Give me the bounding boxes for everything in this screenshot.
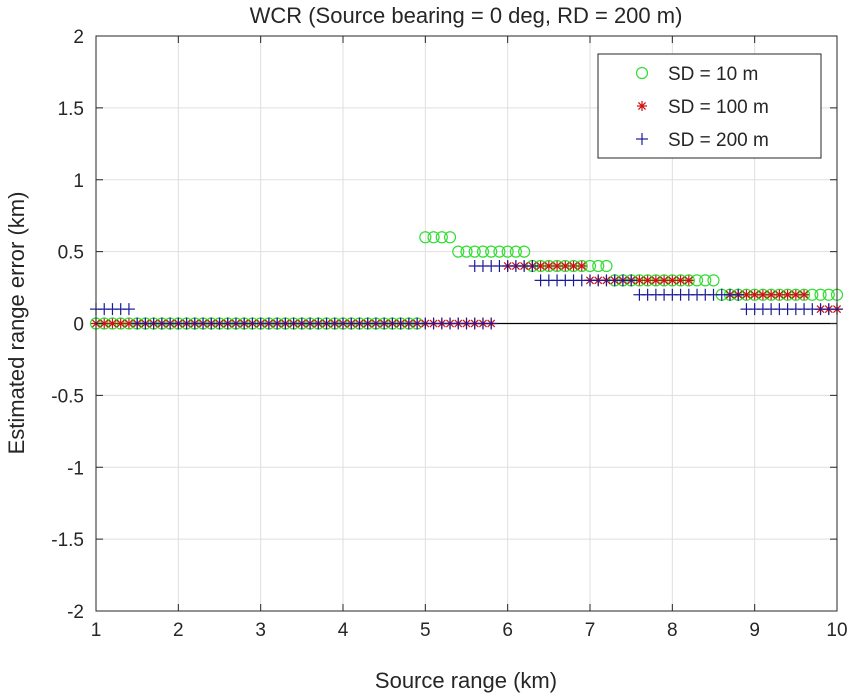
data-point [675, 275, 686, 286]
data-point [683, 275, 694, 286]
data-point [576, 261, 587, 271]
data-point [122, 303, 135, 316]
data-point [707, 274, 720, 287]
y-tick-label: -2 [67, 602, 84, 623]
data-point [485, 317, 498, 330]
y-tick-label: 0.5 [58, 243, 84, 264]
x-tick-labels: 1 2 3 4 5 6 7 8 9 10 [91, 620, 848, 641]
data-point [625, 274, 638, 287]
data-point [501, 245, 514, 258]
x-tick-label: 2 [173, 620, 184, 641]
y-tick-label: 1 [73, 171, 84, 192]
x-tick-label: 10 [826, 620, 847, 641]
data-point [485, 245, 498, 258]
x-axis-title: Source range (km) [375, 668, 557, 693]
series-3 [90, 260, 843, 330]
legend: SD = 10 m SD = 100 m SD = 200 m [597, 53, 822, 159]
data-point [443, 231, 457, 244]
x-tick-label: 1 [91, 620, 102, 641]
x-tick-label: 5 [420, 620, 431, 641]
data-point [435, 231, 448, 244]
x-tick-label: 7 [585, 620, 596, 641]
data-point [468, 245, 481, 258]
y-tick-label: 2 [73, 27, 84, 48]
data-point [419, 231, 432, 244]
data-point [560, 261, 571, 271]
x-tick-label: 9 [749, 620, 760, 641]
data-point [822, 288, 835, 301]
data-point [518, 245, 531, 258]
data-point [592, 259, 605, 273]
legend-label-2: SD = 100 m [668, 97, 769, 118]
data-point [526, 260, 539, 272]
y-tick-label: 0 [73, 315, 84, 336]
data-point [476, 245, 490, 258]
data-point [732, 288, 745, 301]
y-tick-labels: -2 -1.5 -1 -0.5 0 0.5 1 1.5 2 [51, 27, 84, 623]
data-point [452, 245, 465, 258]
data-point [699, 274, 712, 287]
x-tick-label: 3 [255, 620, 266, 641]
data-point [509, 245, 523, 258]
data-point [749, 289, 760, 300]
data-point [427, 231, 440, 244]
legend-label-1: SD = 10 m [668, 64, 758, 85]
data-point [790, 289, 801, 300]
data-point [460, 245, 473, 258]
axis-ticks [95, 35, 838, 612]
legend-label-3: SD = 200 m [668, 130, 769, 151]
y-tick-label: -1 [67, 458, 84, 479]
chart-title: WCR (Source bearing = 0 deg, RD = 200 m) [250, 3, 683, 28]
y-axis-title: Estimated range error (km) [4, 192, 29, 455]
data-point [782, 289, 793, 300]
y-tick-label: 1.5 [58, 99, 84, 120]
x-tick-label: 4 [338, 620, 349, 641]
data-point [493, 245, 506, 258]
legend-marker-1 [635, 66, 649, 80]
data-point [634, 275, 645, 286]
data-point [766, 289, 777, 300]
legend-box [597, 53, 822, 159]
data-point [814, 288, 827, 301]
y-tick-label: -1.5 [51, 530, 84, 551]
series-1 [89, 231, 844, 330]
x-tick-label: 6 [502, 620, 513, 641]
data-point [600, 259, 613, 273]
data-point [115, 318, 126, 329]
x-tick-label: 8 [667, 620, 678, 641]
data-point [799, 289, 810, 300]
legend-marker-2 [637, 101, 647, 111]
data-points [89, 231, 844, 330]
y-tick-label: -0.5 [51, 386, 84, 407]
legend-marker-3 [636, 133, 648, 145]
